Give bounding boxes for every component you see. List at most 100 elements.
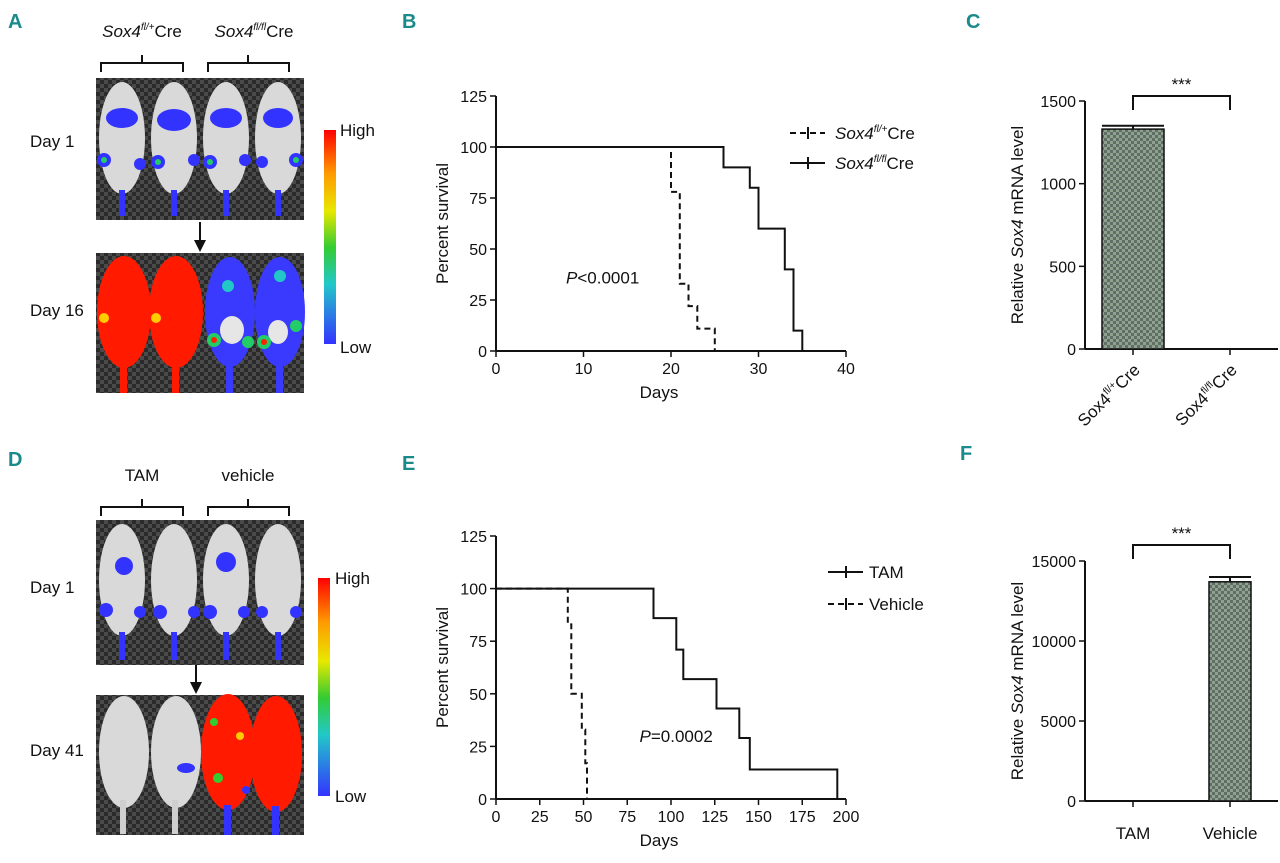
chart-b-ytick-label-125: 125 (460, 89, 487, 106)
legend-b-1-sup: fl/+ (874, 124, 888, 135)
chart-b-xtick-label-0: 0 (492, 361, 501, 378)
legend-label-b-fl-het: Sox4fl/+Cre (835, 124, 915, 143)
chart-c-ytick-label-1500: 1500 (1040, 94, 1076, 111)
mouse-a-day1-3 (203, 82, 251, 216)
scale-high-d: High (335, 569, 370, 588)
chart-b-ytick-label-100: 100 (460, 140, 487, 157)
panel-a-imaging: Sox4fl/+Cre Sox4fl/flCre Day 1 Day 16 (30, 22, 375, 393)
legend-e: TAM Vehicle (828, 563, 924, 614)
chart-b-x-axis-label: Days (640, 383, 679, 402)
chart-e-x-axis-label: Days (640, 831, 679, 850)
chart-b-ytick-label-50: 50 (469, 242, 487, 259)
row-label-day16-a: Day 16 (30, 301, 84, 320)
chart-c-y-axis-label: Relative Sox4 mRNA level (1008, 126, 1027, 324)
mouse-a-day16-3 (205, 257, 255, 393)
mouse-d-day41-3 (201, 694, 255, 835)
panel-letter-d: D (8, 449, 22, 471)
chart-e-series-1-line (496, 587, 839, 799)
legend-b-2-suffix: Cre (887, 154, 914, 173)
scale-low-a: Low (340, 338, 372, 357)
panel-letter-c: C (966, 11, 980, 33)
panel-letter-e: E (402, 453, 415, 475)
chart-e-ytick-label-50: 50 (469, 687, 487, 704)
chart-c-ytick-label-1000: 1000 (1040, 177, 1076, 194)
chart-e-xtick-label-150: 150 (745, 809, 772, 826)
mouse-d-day1-1 (99, 524, 146, 660)
chart-e-y-axis-label: Percent survival (433, 607, 452, 728)
chart-b-xtick-label-20: 20 (662, 361, 680, 378)
group-label-a1: Sox4fl/+Cre (102, 22, 182, 41)
mouse-a-day1-4 (255, 82, 303, 216)
chart-e-xtick-label-50: 50 (575, 809, 593, 826)
arrow-head-d (190, 682, 202, 694)
chart-b-ytick-label-0: 0 (478, 344, 487, 361)
color-scale-d (318, 578, 330, 796)
mouse-d-day41-1 (99, 696, 149, 834)
row-label-day1-d: Day 1 (30, 578, 74, 597)
survival-chart-e: TAM Vehicle 0 25 50 75 100 125 0 25 50 75 100 125 15… (433, 529, 924, 850)
mouse-a-day1-2 (151, 82, 200, 216)
chart-c-category-label-1: Sox4fl/+Cre (1074, 360, 1144, 430)
panel-d-imaging: TAM vehicle Day 1 Day 41 (30, 466, 370, 835)
chart-f-bar-2 (1208, 581, 1252, 802)
chart-b-p-value: P<0.0001 (566, 269, 639, 288)
mouse-a-day16-4 (255, 257, 305, 393)
chart-e-xtick-label-200: 200 (833, 809, 860, 826)
group-label-a2: Sox4fl/flCre (215, 22, 294, 41)
chart-f-ytick-label-15000: 15000 (1032, 554, 1077, 571)
legend-b-2-sup: fl/fl (874, 154, 888, 165)
legend-label-e-tam: TAM (869, 563, 904, 582)
mouse-a-day16-1 (97, 256, 151, 393)
mouse-a-day1-1 (97, 82, 146, 216)
chart-e-p-value: P=0.0002 (640, 727, 713, 746)
chart-f-y-axis-label: Relative Sox4 mRNA level (1008, 582, 1027, 780)
group-label-d2: vehicle (222, 466, 275, 485)
scale-high-a: High (340, 121, 375, 140)
chart-c-ytick-label-0: 0 (1067, 342, 1076, 359)
chart-f-ytick-label-5000: 5000 (1040, 714, 1076, 731)
legend-b-1-suffix: Cre (887, 124, 914, 143)
chart-f-ytick-label-0: 0 (1067, 794, 1076, 811)
bar-chart-f: 0 5000 10000 15000 Relative Sox4 mRNA level T… (1008, 524, 1278, 843)
group-a2-sup: fl/fl (253, 22, 267, 33)
row-label-day41-d: Day 41 (30, 741, 84, 760)
group-label-d1: TAM (125, 466, 160, 485)
panel-letter-a: A (8, 11, 22, 33)
color-scale-a (324, 130, 336, 344)
chart-f-ytick-label-10000: 10000 (1032, 634, 1077, 651)
chart-f-significance-stars: *** (1172, 524, 1192, 543)
chart-b-ytick-label-25: 25 (469, 293, 487, 310)
chart-b-xtick-label-10: 10 (575, 361, 593, 378)
chart-b-xtick-label-40: 40 (837, 361, 855, 378)
chart-e-ytick-label-25: 25 (469, 739, 487, 756)
chart-e-xtick-label-25: 25 (531, 809, 549, 826)
mouse-d-day1-4 (255, 524, 302, 660)
group-bracket-a1 (100, 55, 184, 72)
chart-e-ytick-label-125: 125 (460, 529, 487, 546)
mouse-d-day41-4 (250, 696, 302, 835)
mouse-d-day1-3 (203, 524, 250, 660)
chart-f-category-label-1: TAM (1116, 824, 1151, 843)
chart-c-significance-bracket (1132, 95, 1231, 110)
chart-b-y-axis-label: Percent survival (433, 163, 452, 284)
panel-letter-b: B (402, 11, 416, 33)
chart-b-xtick-label-30: 30 (750, 361, 768, 378)
chart-e-ytick-label-100: 100 (460, 582, 487, 599)
chart-b-series-2-line (496, 146, 804, 351)
legend-b-2-gene: Sox4 (835, 154, 874, 173)
group-a2-suffix: Cre (266, 22, 293, 41)
chart-e-xtick-label-100: 100 (658, 809, 685, 826)
chart-b-ytick-label-75: 75 (469, 191, 487, 208)
chart-c-significance-stars: *** (1172, 75, 1192, 94)
mouse-d-day41-2 (151, 696, 201, 834)
chart-c-ytick-label-500: 500 (1049, 259, 1076, 276)
row-label-day1-a: Day 1 (30, 132, 74, 151)
group-bracket-d2 (207, 499, 290, 516)
arrow-head-a (194, 240, 206, 252)
chart-e-xtick-label-0: 0 (492, 809, 501, 826)
chart-e-ytick-label-0: 0 (478, 792, 487, 809)
chart-e-ytick-label-75: 75 (469, 634, 487, 651)
chart-b-series-1-line (496, 146, 716, 351)
